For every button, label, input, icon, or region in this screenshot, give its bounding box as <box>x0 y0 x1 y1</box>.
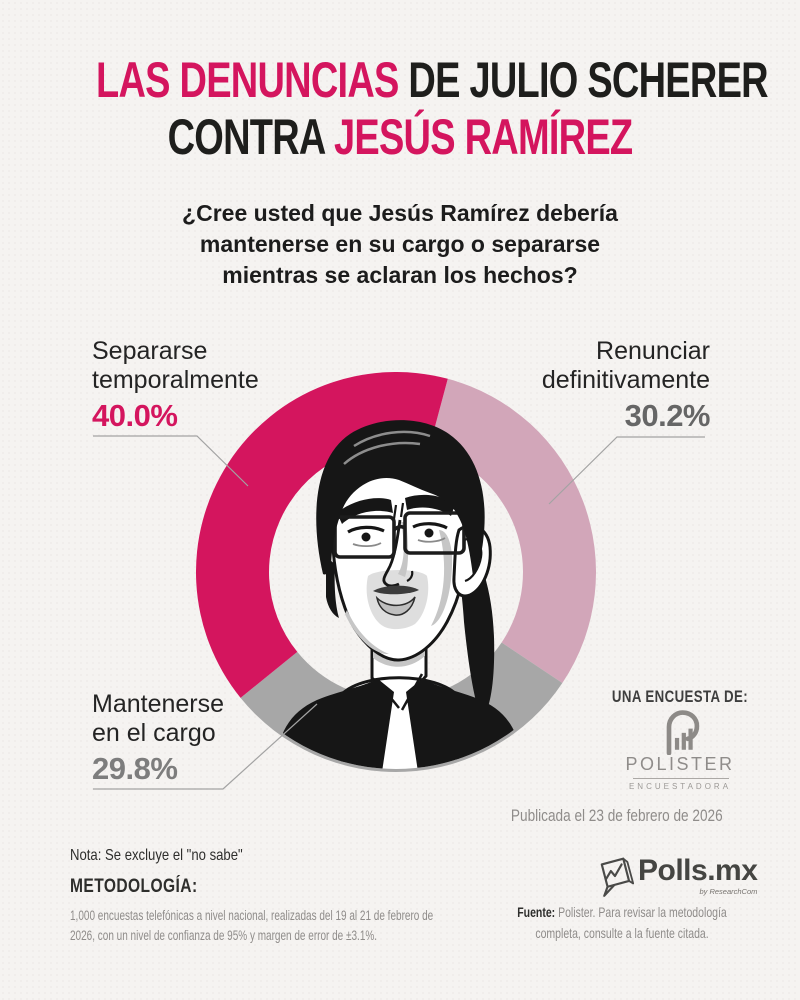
callout-renunciar-line2: definitivamente <box>541 366 710 394</box>
callout-renunciar: Renunciar definitivamente 30.2% <box>541 337 711 433</box>
published-date: Publicada el 23 de febrero de 2026 <box>511 806 723 825</box>
callout-separarse: Separarse temporalmente 40.0% <box>92 337 259 433</box>
callout-mantenerse: Mantenerse en el cargo 29.8% <box>92 690 225 786</box>
title-accent-2: JESÚS RAMÍREZ <box>333 109 633 165</box>
question-line-1: ¿Cree usted que Jesús Ramírez debería <box>182 200 618 226</box>
survey-question: ¿Cree usted que Jesús Ramírez debería ma… <box>0 198 800 291</box>
callout-renunciar-value: 30.2% <box>624 398 711 433</box>
methodology-title: METODOLOGÍA: <box>70 876 198 897</box>
callout-separarse-line1: Separarse <box>92 337 208 365</box>
pollsmx-brand: Polls.mx by ResearchCom <box>596 852 758 900</box>
page-title: LAS DENUNCIAS DE JULIO SCHERER CONTRA JE… <box>96 52 769 166</box>
title-rest-2: CONTRA <box>167 109 334 165</box>
callout-separarse-value: 40.0% <box>92 398 178 433</box>
pollster-kicker: UNA ENCUESTA DE: <box>611 687 749 706</box>
source-label: Fuente: <box>517 904 556 920</box>
callout-renunciar-line1: Renunciar <box>596 337 710 365</box>
callout-mantenerse-value: 29.8% <box>92 751 178 786</box>
question-line-2: mantenerse en su cargo o separarse <box>199 231 601 257</box>
pollster-name: POLISTER <box>625 754 735 774</box>
donut-chart <box>196 372 596 772</box>
donut-segment-separarse <box>196 372 448 698</box>
title-rest-1: DE JULIO SCHERER <box>398 52 768 108</box>
pollster-subtitle: ENCUESTADORA <box>628 782 732 791</box>
title-accent-1: LAS DENUNCIAS <box>96 52 399 108</box>
question-line-3: mientras se aclaran los hechos? <box>222 262 578 288</box>
methodology-text: 1,000 encuestas telefónicas a nivel naci… <box>70 908 434 943</box>
pollsmx-brand-name: Polls.mx <box>638 854 758 887</box>
pollsmx-logo-icon <box>600 857 634 897</box>
source-text: Fuente: Polister. Para revisar la metodo… <box>496 902 748 944</box>
portrait-jesus-ramirez <box>276 420 522 769</box>
title-line-2: CONTRA JESÚS RAMÍREZ <box>96 109 704 166</box>
source-body: Polister. Para revisar la metodología co… <box>535 904 727 941</box>
pollster-divider <box>633 778 729 779</box>
callout-mantenerse-line2: en el cargo <box>92 719 216 747</box>
pollsmx-brand-tagline: by ResearchCom <box>699 887 758 896</box>
callout-mantenerse-line1: Mantenerse <box>92 690 225 718</box>
polister-logo-icon <box>666 710 700 755</box>
title-line-1: LAS DENUNCIAS DE JULIO SCHERER <box>96 52 769 109</box>
note-text: Nota: Se excluye el "no sabe" <box>70 847 243 864</box>
callout-separarse-line2: temporalmente <box>92 366 259 394</box>
